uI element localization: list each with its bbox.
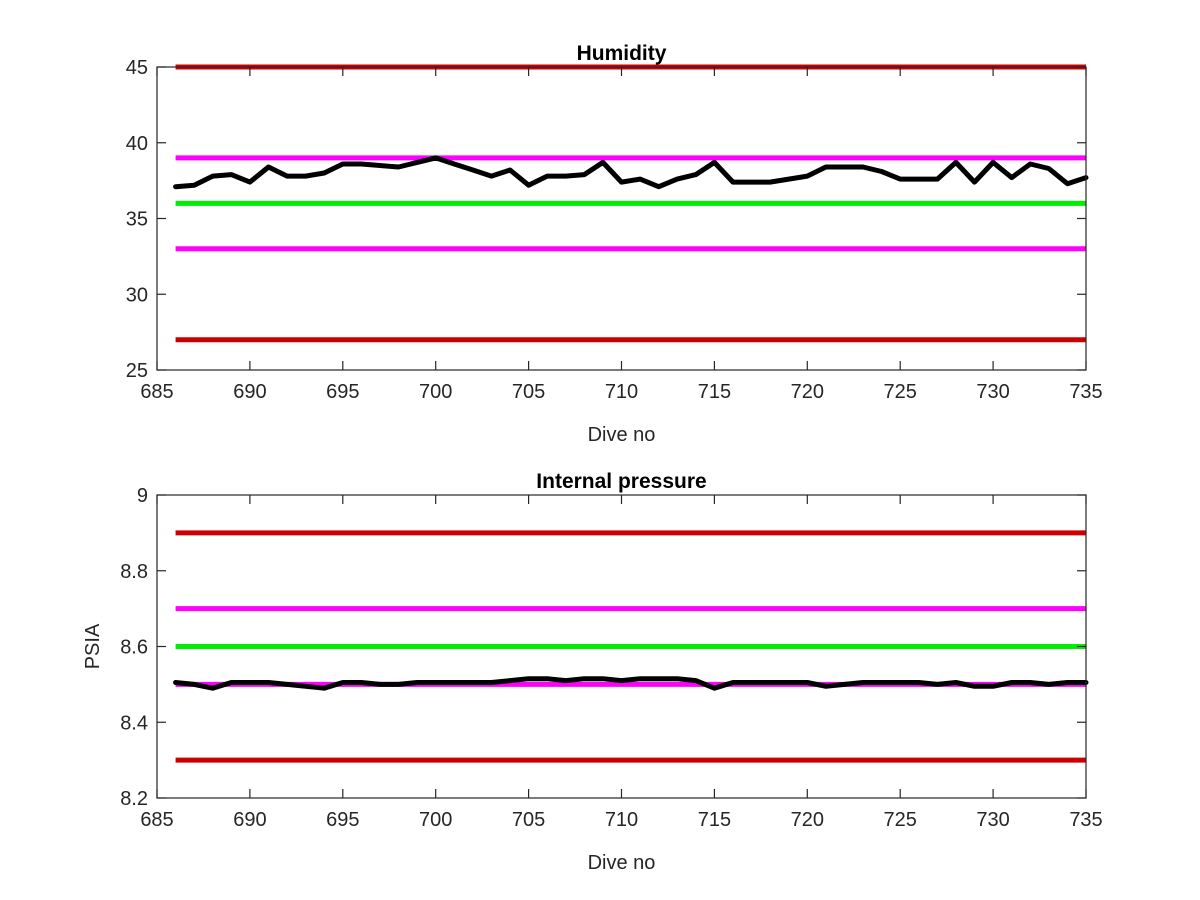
y-tick-label: 25 <box>126 360 148 382</box>
x-tick-label: 690 <box>233 809 266 831</box>
y-axis-label: PSIA <box>82 623 104 669</box>
x-tick-label: 710 <box>605 809 638 831</box>
x-tick-label: 720 <box>791 809 824 831</box>
x-tick-label: 685 <box>140 381 173 403</box>
x-tick-label: 735 <box>1069 381 1102 403</box>
x-tick-label: 715 <box>698 809 731 831</box>
y-tick-label: 45 <box>126 57 148 79</box>
x-tick-label: 690 <box>233 381 266 403</box>
x-tick-label: 700 <box>419 809 452 831</box>
x-tick-label: 725 <box>884 809 917 831</box>
chart-title: Humidity <box>577 42 667 65</box>
y-tick-label: 35 <box>126 209 148 231</box>
series-line <box>173 155 1089 190</box>
x-tick-label: 730 <box>976 381 1009 403</box>
x-tick-label: 685 <box>140 809 173 831</box>
x-tick-label: 725 <box>884 381 917 403</box>
chart-title: Internal pressure <box>536 470 706 493</box>
series-line <box>173 676 1089 691</box>
chart-panel-1: 685 690 695 700 705 710 715 720 725 730 735 25 30 35 4… <box>126 42 1103 446</box>
x-tick-label: 730 <box>976 809 1009 831</box>
x-tick-label: 700 <box>419 381 452 403</box>
chart-panel-2: 685 690 695 700 705 710 715 720 725 730 735 8.2 8.4 8… <box>82 470 1103 874</box>
x-tick-label: 720 <box>791 381 824 403</box>
y-tick-label: 8.6 <box>120 637 148 659</box>
y-tick-label: 30 <box>126 284 148 306</box>
x-tick-label: 695 <box>326 381 359 403</box>
x-tick-label: 705 <box>512 809 545 831</box>
x-axis-label: Dive no <box>588 852 656 874</box>
x-tick-label: 715 <box>698 381 731 403</box>
y-tick-label: 40 <box>126 133 148 155</box>
x-axis-label: Dive no <box>588 424 656 446</box>
y-tick-label: 8.8 <box>120 561 148 583</box>
plot-area <box>157 67 1086 370</box>
y-tick-label: 9 <box>137 485 148 507</box>
y-tick-label: 8.4 <box>120 712 148 734</box>
x-tick-label: 735 <box>1069 809 1102 831</box>
y-tick-label: 8.2 <box>120 788 148 810</box>
x-tick-label: 710 <box>605 381 638 403</box>
x-tick-label: 695 <box>326 809 359 831</box>
x-tick-label: 705 <box>512 381 545 403</box>
